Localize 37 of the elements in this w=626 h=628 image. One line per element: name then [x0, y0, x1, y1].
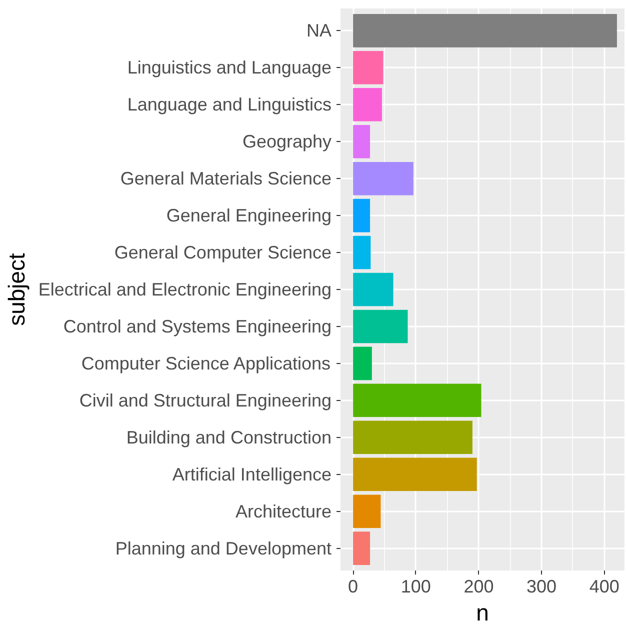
bar [353, 532, 370, 565]
y-tick-label: General Engineering [166, 206, 332, 226]
bar [353, 272, 394, 306]
bar [353, 494, 381, 528]
bar [353, 236, 371, 270]
x-axis-title: n [476, 600, 489, 626]
bar [353, 458, 477, 492]
bar [353, 420, 472, 454]
y-tick-label: Electrical and Electronic Engineering [38, 280, 332, 300]
x-tick-label: 200 [464, 576, 494, 596]
bar [353, 14, 617, 48]
y-tick-label: Planning and Development [115, 538, 332, 558]
bar [353, 384, 482, 418]
y-axis-title: subject [3, 252, 30, 326]
bar [353, 310, 408, 344]
bar [353, 88, 382, 122]
x-tick-label: 100 [400, 576, 431, 596]
y-tick-label: Computer Science Applications [81, 353, 331, 374]
bar [353, 198, 370, 232]
y-tick-label: Control and Systems Engineering [63, 316, 332, 336]
y-tick-label: NA [306, 20, 332, 41]
y-tick-label: Architecture [235, 501, 332, 522]
x-tick-label: 0 [348, 576, 358, 596]
y-tick-label: Building and Construction [126, 427, 332, 448]
y-tick-label: Linguistics and Language [127, 58, 332, 78]
y-tick-label: Artificial Intelligence [172, 464, 332, 484]
bar [353, 346, 372, 380]
y-tick-label: Geography [242, 132, 332, 152]
x-tick-label: 300 [526, 576, 557, 596]
y-tick-label: General Materials Science [120, 168, 332, 189]
y-tick-label: Civil and Structural Engineering [79, 390, 332, 410]
bar [353, 51, 384, 84]
x-tick-label: 400 [589, 576, 620, 596]
bar [353, 162, 414, 196]
bar [353, 124, 370, 158]
y-tick-label: General Computer Science [114, 242, 332, 263]
y-tick-label: Language and Linguistics [127, 94, 332, 115]
